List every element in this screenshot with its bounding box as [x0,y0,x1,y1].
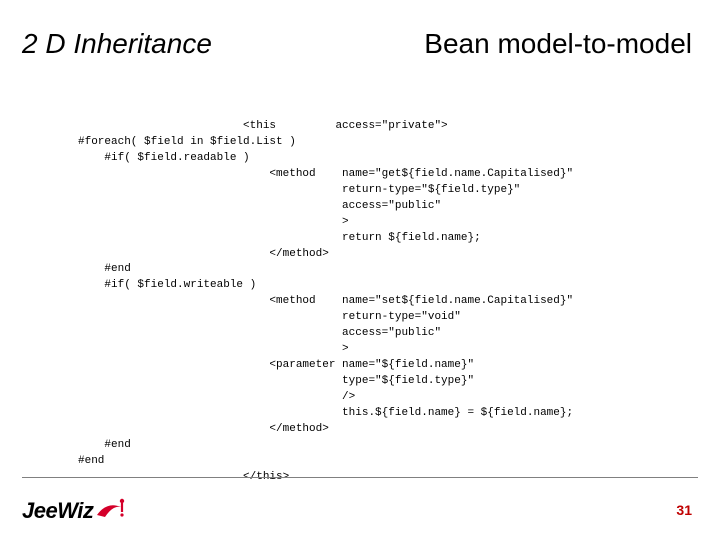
code-block: <this access="private"> #foreach( $field… [78,119,573,486]
logo-swoosh-icon [95,495,129,526]
slide: 2 D Inheritance Bean model-to-model <thi… [0,0,720,540]
logo-text: JeeWiz [22,498,93,524]
footer-rule [22,477,698,478]
title-right: Bean model-to-model [424,28,692,60]
logo: JeeWiz [22,495,129,526]
title-left: 2 D Inheritance [22,28,212,60]
page-number: 31 [676,502,692,518]
